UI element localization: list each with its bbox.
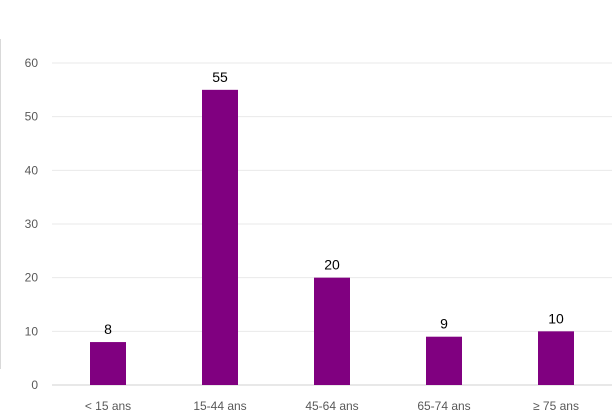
x-tick-label: ≥ 75 ans <box>533 399 579 413</box>
y-tick-label: 60 <box>25 56 39 70</box>
bar <box>538 331 574 385</box>
data-label: 10 <box>548 310 564 326</box>
x-axis-ticks: < 15 ans 15-44 ans 45-64 ans 65-74 ans ≥ 75 … <box>85 399 579 413</box>
data-label: 8 <box>104 321 112 337</box>
x-tick-label: 15-44 ans <box>193 399 246 413</box>
y-axis-ticks: 0 10 20 30 40 50 60 <box>25 56 39 392</box>
x-tick-label: 45-64 ans <box>305 399 358 413</box>
bar <box>90 342 126 385</box>
frame-left-rule <box>0 39 1 369</box>
bar <box>314 277 350 385</box>
data-label: 9 <box>440 316 448 332</box>
y-tick-label: 30 <box>25 217 39 231</box>
x-tick-label: < 15 ans <box>85 399 131 413</box>
x-tick-label: 65-74 ans <box>417 399 470 413</box>
data-labels: 8 55 20 9 10 <box>104 69 564 337</box>
bar <box>202 89 238 385</box>
bars <box>90 89 574 385</box>
bar <box>426 336 462 385</box>
data-label: 55 <box>212 69 228 85</box>
y-tick-label: 10 <box>25 324 39 338</box>
y-tick-label: 20 <box>25 271 39 285</box>
y-tick-label: 0 <box>31 378 38 392</box>
y-tick-label: 40 <box>25 163 39 177</box>
data-label: 20 <box>324 257 340 273</box>
y-tick-label: 50 <box>25 110 39 124</box>
gridlines <box>52 62 612 332</box>
